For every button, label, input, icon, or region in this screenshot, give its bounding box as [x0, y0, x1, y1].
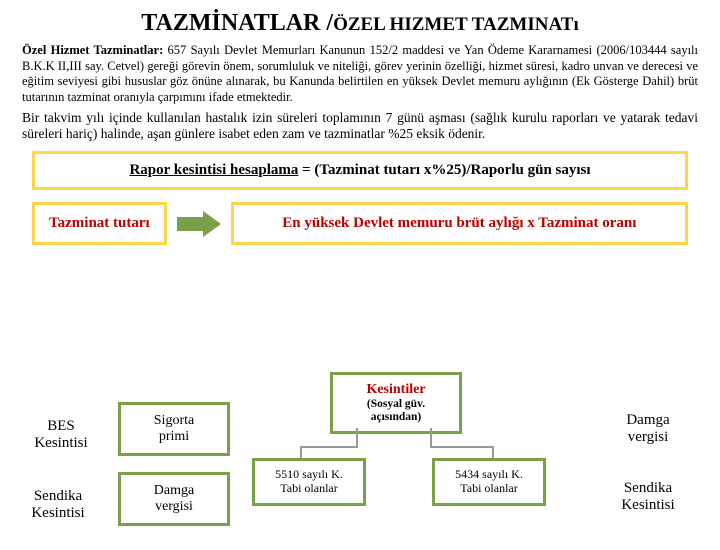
equation-row: Tazminat tutarı En yüksek Devlet memuru … — [32, 202, 688, 245]
kesintiler-title: Kesintiler — [366, 382, 425, 398]
formula-box: Rapor kesintisi hesaplama = (Tazminat tu… — [32, 151, 688, 190]
title-suffix: ÖZEL HIZMET TAZMINATı — [333, 14, 579, 35]
calc-result-box: En yüksek Devlet memuru brüt aylığı x Ta… — [231, 202, 688, 245]
connector-line — [356, 428, 358, 446]
formula-rhs: = (Tazminat tutarı x%25)/Raporlu gün say… — [298, 162, 590, 178]
tazminat-tutari-box: Tazminat tutarı — [32, 202, 167, 245]
box-5510: 5510 sayılı K.Tabi olanlar — [252, 458, 366, 506]
box-5434-text: 5434 sayılı K.Tabi olanlar — [455, 468, 523, 496]
paragraph-2: Bir takvim yılı içinde kullanılan hastal… — [22, 110, 698, 144]
label-damga-vergisi-right: Damgavergisi — [608, 412, 688, 445]
box-damga-vergisi-left: Damgavergisi — [118, 472, 230, 526]
kesintiler-sub: (Sosyal güv.açısından) — [367, 398, 425, 424]
box-5510-text: 5510 sayılı K.Tabi olanlar — [275, 468, 343, 496]
arrow-right-icon — [177, 211, 221, 237]
title-main: TAZMİNATLAR / — [141, 10, 333, 36]
page-title: TAZMİNATLAR /ÖZEL HIZMET TAZMINATı — [0, 10, 720, 37]
box-sigorta-primi-text: Sigortaprimi — [154, 413, 194, 445]
bottom-diagram: BESKesintisi SendikaKesintisi Sigortapri… — [0, 372, 720, 550]
box-damga-left-text: Damgavergisi — [154, 483, 194, 515]
connector-line — [492, 446, 494, 458]
para1-lead: Özel Hizmet Tazminatlar: — [22, 43, 163, 57]
label-sendika-kesintisi: SendikaKesintisi — [18, 488, 98, 521]
box-sigorta-primi: Sigortaprimi — [118, 402, 230, 456]
formula-label: Rapor kesintisi hesaplama — [129, 162, 298, 178]
connector-line — [430, 446, 494, 448]
label-sendika-kesintisi-right: SendikaKesintisi — [608, 480, 688, 513]
box-kesintiler: Kesintiler (Sosyal güv.açısından) — [330, 372, 462, 434]
connector-line — [430, 428, 432, 446]
connector-line — [300, 446, 358, 448]
connector-line — [300, 446, 302, 458]
box-5434: 5434 sayılı K.Tabi olanlar — [432, 458, 546, 506]
label-bes-kesintisi: BESKesintisi — [26, 418, 96, 451]
paragraph-1: Özel Hizmet Tazminatlar: 657 Sayılı Devl… — [22, 43, 698, 106]
